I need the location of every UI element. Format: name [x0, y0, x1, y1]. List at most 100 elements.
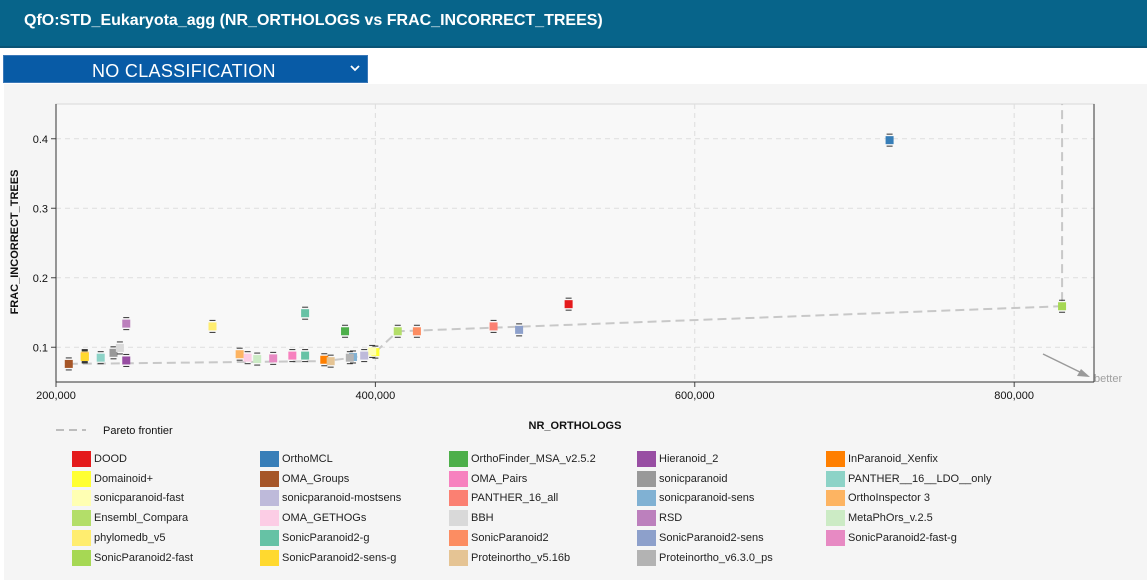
- legend-item[interactable]: SonicParanoid2: [449, 529, 549, 546]
- better-label: better: [1094, 373, 1122, 385]
- legend-item[interactable]: sonicparanoid-sens: [637, 490, 755, 507]
- legend-item[interactable]: MetaPhOrs_v.2.5: [826, 510, 933, 527]
- legend-item[interactable]: sonicparanoid-mostsens: [260, 490, 402, 507]
- data-point: [341, 327, 350, 336]
- legend-swatch: [826, 529, 845, 546]
- legend-label: SonicParanoid2-sens-g: [282, 551, 397, 564]
- legend-item[interactable]: SonicParanoid2-fast-g: [826, 529, 957, 546]
- data-point: [269, 354, 278, 363]
- legend-item[interactable]: sonicparanoid-fast: [72, 490, 184, 507]
- legend-swatch: [637, 451, 656, 467]
- pareto-legend: Pareto frontier: [56, 425, 173, 437]
- legend-item[interactable]: OrthoMCL: [260, 451, 333, 467]
- legend-swatch: [826, 510, 845, 527]
- legend-label: Proteinortho_v5.16b: [471, 551, 571, 564]
- legend-item[interactable]: phylomedb_v5: [72, 529, 166, 546]
- legend-label: PANTHER_16_all: [471, 492, 559, 505]
- legend-label: OrthoInspector 3: [848, 492, 930, 505]
- legend-item[interactable]: RSD: [637, 510, 683, 527]
- legend-swatch: [260, 470, 279, 487]
- legend-swatch: [637, 529, 656, 546]
- data-point: [393, 327, 402, 336]
- y-axis-title: FRAC_INCORRECT_TREES: [9, 170, 21, 315]
- legend-item[interactable]: PANTHER_16_all: [449, 490, 559, 507]
- data-point: [326, 357, 335, 366]
- legend-item[interactable]: DOOD: [72, 451, 127, 467]
- legend-item[interactable]: Hieranoid_2: [637, 451, 718, 467]
- legend-label: Hieranoid_2: [659, 453, 719, 465]
- data-point: [301, 351, 310, 360]
- data-point: [208, 322, 217, 331]
- scatter-chart: 200,000 400,000 600,000 800,000 0.1 0.2 0.3 0.4…: [9, 103, 1122, 432]
- x-tick-label: 600,000: [675, 390, 715, 402]
- legend-label: RSD: [659, 512, 683, 525]
- data-point: [345, 353, 354, 362]
- y-tick-label: 0.2: [33, 273, 48, 285]
- legend-label: SonicParanoid2-sens: [659, 531, 764, 544]
- data-point: [1058, 302, 1067, 311]
- legend-item[interactable]: PANTHER__16__LDO__only: [826, 470, 992, 487]
- legend-swatch: [72, 529, 91, 546]
- legend-item[interactable]: sonicparanoid: [637, 470, 728, 487]
- legend-label: sonicparanoid-sens: [659, 492, 755, 505]
- legend-item[interactable]: Proteinortho_v6.3.0_ps: [637, 549, 773, 566]
- data-point: [412, 327, 421, 336]
- legend-swatch: [637, 490, 656, 507]
- legend-swatch: [260, 510, 279, 527]
- data-point: [122, 356, 131, 365]
- legend-swatch: [260, 529, 279, 546]
- classification-dropdown[interactable]: NO CLASSIFICATION: [3, 55, 368, 83]
- legend-item[interactable]: Ensembl_Compara: [72, 510, 189, 527]
- legend-item[interactable]: OMA_Pairs: [449, 470, 528, 487]
- y-tick-label: 0.1: [33, 342, 48, 354]
- data-point: [109, 348, 118, 357]
- grid-lines: [55, 104, 1094, 382]
- better-indicator: better: [1042, 353, 1122, 385]
- legend-swatch: [260, 490, 279, 507]
- legend-item[interactable]: OMA_GETHOGs: [260, 510, 366, 527]
- legend-item[interactable]: SonicParanoid2-sens: [637, 529, 764, 546]
- legend-label: Ensembl_Compara: [94, 512, 189, 525]
- legend-item[interactable]: OMA_Groups: [260, 470, 350, 487]
- chart-panel: 200,000 400,000 600,000 800,000 0.1 0.2 0.3 0.4…: [4, 84, 1147, 580]
- legend-label: OMA_Pairs: [471, 472, 528, 485]
- data-point: [235, 350, 244, 359]
- legend-label: PANTHER__16__LDO__only: [848, 472, 992, 485]
- legend-item[interactable]: Domainoid+: [72, 470, 154, 487]
- legend-label: BBH: [471, 512, 494, 525]
- data-point: [243, 353, 252, 362]
- data-point: [564, 300, 573, 309]
- legend-item[interactable]: SonicParanoid2-sens-g: [260, 549, 397, 566]
- legend-item[interactable]: BBH: [449, 510, 494, 527]
- data-point: [360, 351, 369, 360]
- legend-swatch: [826, 451, 845, 467]
- legend-swatch: [826, 470, 845, 487]
- legend-swatch: [449, 549, 468, 566]
- legend-item[interactable]: OrthoFinder_MSA_v2.5.2: [449, 451, 596, 467]
- data-point: [368, 347, 377, 356]
- legend-item[interactable]: OrthoInspector 3: [826, 490, 930, 507]
- legend-label: OrthoFinder_MSA_v2.5.2: [471, 453, 596, 465]
- legend-swatch: [72, 510, 91, 527]
- legend-label: sonicparanoid: [659, 472, 728, 485]
- legend-item[interactable]: Proteinortho_v5.16b: [449, 549, 571, 566]
- data-point: [301, 309, 310, 318]
- legend-label: OMA_Groups: [282, 472, 350, 485]
- legend-label: InParanoid_Xenfix: [848, 453, 938, 465]
- legend-label: SonicParanoid2-g: [282, 531, 370, 544]
- legend-item[interactable]: SonicParanoid2-g: [260, 529, 370, 546]
- legend-label: sonicparanoid-mostsens: [282, 492, 402, 505]
- legend-label: DOOD: [94, 453, 127, 465]
- data-point: [80, 352, 89, 361]
- legend-item[interactable]: InParanoid_Xenfix: [826, 451, 938, 467]
- header-bar: QfO:STD_Eukaryota_agg (NR_ORTHOLOGS vs F…: [0, 0, 1147, 48]
- data-point: [320, 355, 329, 364]
- legend-item[interactable]: SonicParanoid2-fast: [72, 549, 193, 566]
- data-point: [96, 353, 105, 362]
- legend-label: OrthoMCL: [282, 453, 333, 465]
- y-tick-label: 0.3: [33, 203, 48, 215]
- legend-label: Domainoid+: [94, 472, 154, 485]
- data-point: [288, 351, 297, 360]
- legend-label: SonicParanoid2: [471, 531, 549, 544]
- x-tick-label: 200,000: [36, 390, 76, 402]
